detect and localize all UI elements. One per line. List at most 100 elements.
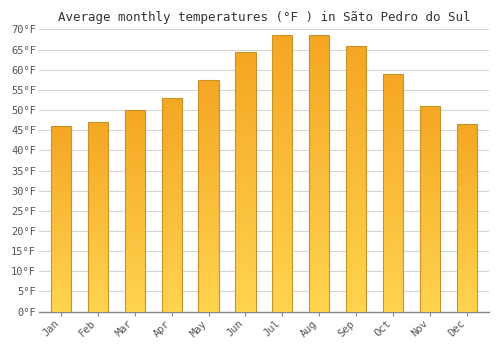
Bar: [309, 257, 330, 261]
Bar: [236, 208, 256, 212]
Bar: [456, 168, 477, 171]
Bar: [88, 157, 108, 160]
Bar: [309, 68, 330, 72]
Bar: [420, 195, 440, 198]
Bar: [51, 191, 71, 194]
Bar: [309, 82, 330, 86]
Bar: [162, 240, 182, 244]
Bar: [383, 129, 403, 133]
Title: Average monthly temperatures (°F ) in Sãto Pedro do Sul: Average monthly temperatures (°F ) in Sã…: [58, 11, 470, 24]
Bar: [383, 228, 403, 232]
Bar: [456, 124, 477, 127]
Bar: [236, 251, 256, 255]
Bar: [236, 255, 256, 260]
Bar: [198, 308, 218, 312]
Bar: [383, 102, 403, 105]
Bar: [456, 302, 477, 305]
Bar: [456, 274, 477, 277]
Bar: [88, 255, 108, 258]
Bar: [346, 68, 366, 72]
Bar: [272, 302, 292, 307]
Bar: [383, 74, 403, 78]
Bar: [383, 137, 403, 141]
Bar: [346, 188, 366, 192]
Bar: [124, 241, 145, 244]
Bar: [309, 91, 330, 95]
Bar: [162, 223, 182, 226]
Bar: [88, 135, 108, 138]
Bar: [309, 215, 330, 219]
Bar: [309, 178, 330, 183]
Bar: [456, 293, 477, 296]
Bar: [88, 302, 108, 305]
Bar: [272, 127, 292, 132]
Bar: [51, 259, 71, 262]
Bar: [124, 157, 145, 160]
Bar: [346, 281, 366, 285]
Bar: [162, 166, 182, 169]
Bar: [198, 292, 218, 296]
Bar: [309, 58, 330, 63]
Bar: [51, 308, 71, 312]
Bar: [420, 298, 440, 301]
Bar: [51, 302, 71, 306]
Bar: [309, 35, 330, 312]
Bar: [346, 232, 366, 236]
Bar: [198, 169, 218, 173]
Bar: [272, 91, 292, 95]
Bar: [124, 127, 145, 130]
Bar: [309, 169, 330, 174]
Bar: [383, 93, 403, 98]
Bar: [51, 278, 71, 281]
Bar: [51, 281, 71, 284]
Bar: [198, 227, 218, 231]
Bar: [383, 217, 403, 220]
Bar: [272, 192, 292, 197]
Bar: [124, 224, 145, 228]
Bar: [346, 307, 366, 312]
Bar: [236, 169, 256, 173]
Bar: [346, 165, 366, 170]
Bar: [309, 219, 330, 224]
Bar: [309, 270, 330, 275]
Bar: [456, 162, 477, 165]
Bar: [124, 244, 145, 248]
Bar: [124, 238, 145, 241]
Bar: [198, 114, 218, 118]
Bar: [162, 190, 182, 194]
Bar: [51, 182, 71, 185]
Bar: [456, 237, 477, 240]
Bar: [88, 138, 108, 141]
Bar: [272, 197, 292, 201]
Bar: [346, 112, 366, 117]
Bar: [124, 184, 145, 187]
Bar: [88, 305, 108, 308]
Bar: [420, 202, 440, 205]
Bar: [236, 233, 256, 238]
Bar: [198, 242, 218, 246]
Bar: [309, 127, 330, 132]
Bar: [420, 158, 440, 161]
Bar: [198, 211, 218, 215]
Bar: [198, 103, 218, 107]
Bar: [236, 60, 256, 65]
Bar: [124, 218, 145, 221]
Bar: [456, 171, 477, 174]
Bar: [51, 240, 71, 244]
Bar: [456, 290, 477, 293]
Bar: [420, 171, 440, 175]
Bar: [383, 177, 403, 181]
Bar: [88, 242, 108, 245]
Bar: [88, 286, 108, 289]
Bar: [309, 45, 330, 49]
Bar: [198, 173, 218, 176]
Bar: [236, 65, 256, 69]
Bar: [88, 230, 108, 233]
Bar: [383, 205, 403, 209]
Bar: [124, 137, 145, 140]
Bar: [51, 287, 71, 290]
Bar: [383, 272, 403, 276]
Bar: [124, 302, 145, 305]
Bar: [383, 232, 403, 236]
Bar: [456, 240, 477, 243]
